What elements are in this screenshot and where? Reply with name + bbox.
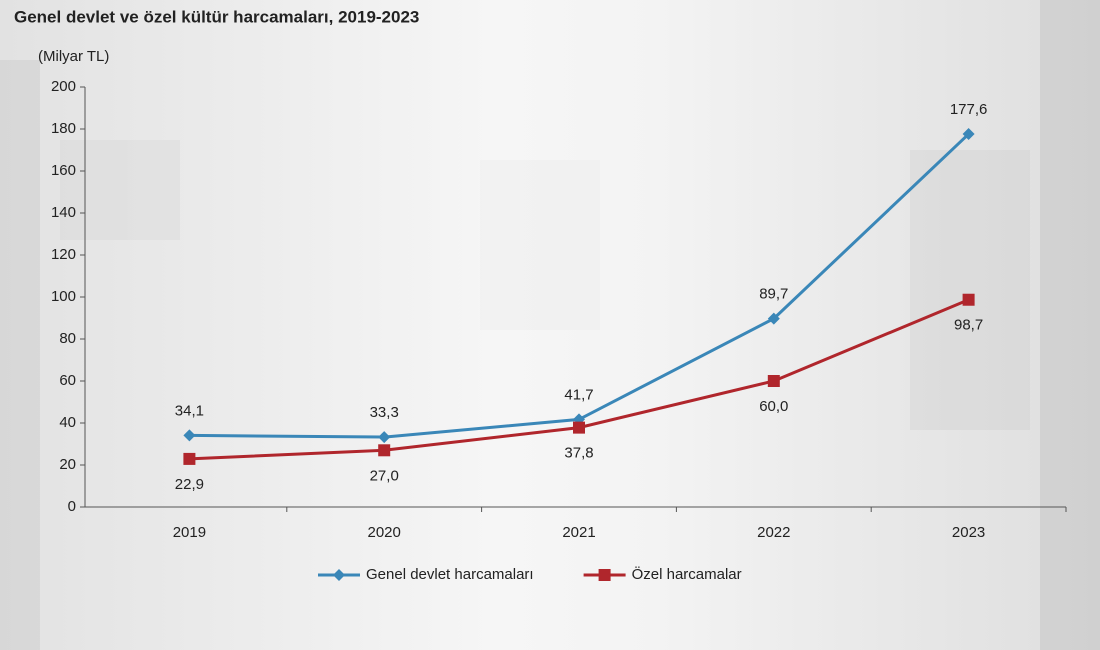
- y-tick-label: 160: [51, 162, 76, 179]
- value-label: 41,7: [564, 386, 593, 403]
- x-tick-label: 2023: [952, 524, 985, 541]
- point-marker: [573, 421, 585, 434]
- value-label: 34,1: [175, 402, 204, 419]
- point-marker: [767, 312, 780, 325]
- x-tick-label: 2019: [173, 524, 206, 541]
- value-label: 33,3: [370, 404, 399, 421]
- value-label: 27,0: [370, 467, 399, 484]
- value-label: 60,0: [759, 398, 788, 415]
- y-tick-label: 80: [59, 330, 76, 347]
- y-tick-label: 0: [68, 498, 76, 515]
- y-tick-label: 60: [59, 372, 76, 389]
- point-marker: [378, 431, 391, 444]
- point-marker: [333, 569, 345, 581]
- y-tick-label: 100: [51, 288, 76, 305]
- x-tick-label: 2020: [368, 524, 401, 541]
- value-label: 98,7: [954, 317, 983, 334]
- y-tick-label: 140: [51, 204, 76, 221]
- value-label: 22,9: [175, 476, 204, 493]
- y-tick-label: 200: [51, 78, 76, 95]
- point-marker: [962, 293, 975, 306]
- point-marker: [378, 444, 391, 457]
- y-tick-label: 180: [51, 120, 76, 137]
- point-marker: [183, 452, 196, 465]
- point-marker: [767, 375, 780, 387]
- y-tick-label: 120: [51, 246, 76, 263]
- value-label: 177,6: [950, 101, 988, 118]
- x-tick-label: 2021: [562, 524, 595, 541]
- point-marker: [598, 569, 611, 581]
- value-label: 37,8: [564, 445, 593, 462]
- chart-title: Genel devlet ve özel kültür harcamaları,…: [14, 7, 419, 26]
- y-tick-label: 40: [59, 414, 76, 431]
- y-axis-label: (Milyar TL): [38, 48, 109, 65]
- y-tick-label: 20: [59, 456, 76, 473]
- value-label: 89,7: [759, 286, 788, 303]
- legend-label: Özel harcamalar: [632, 565, 742, 583]
- point-marker: [962, 128, 975, 141]
- point-marker: [183, 429, 196, 442]
- x-tick-label: 2022: [757, 524, 790, 541]
- legend-label: Genel devlet harcamaları: [366, 566, 534, 583]
